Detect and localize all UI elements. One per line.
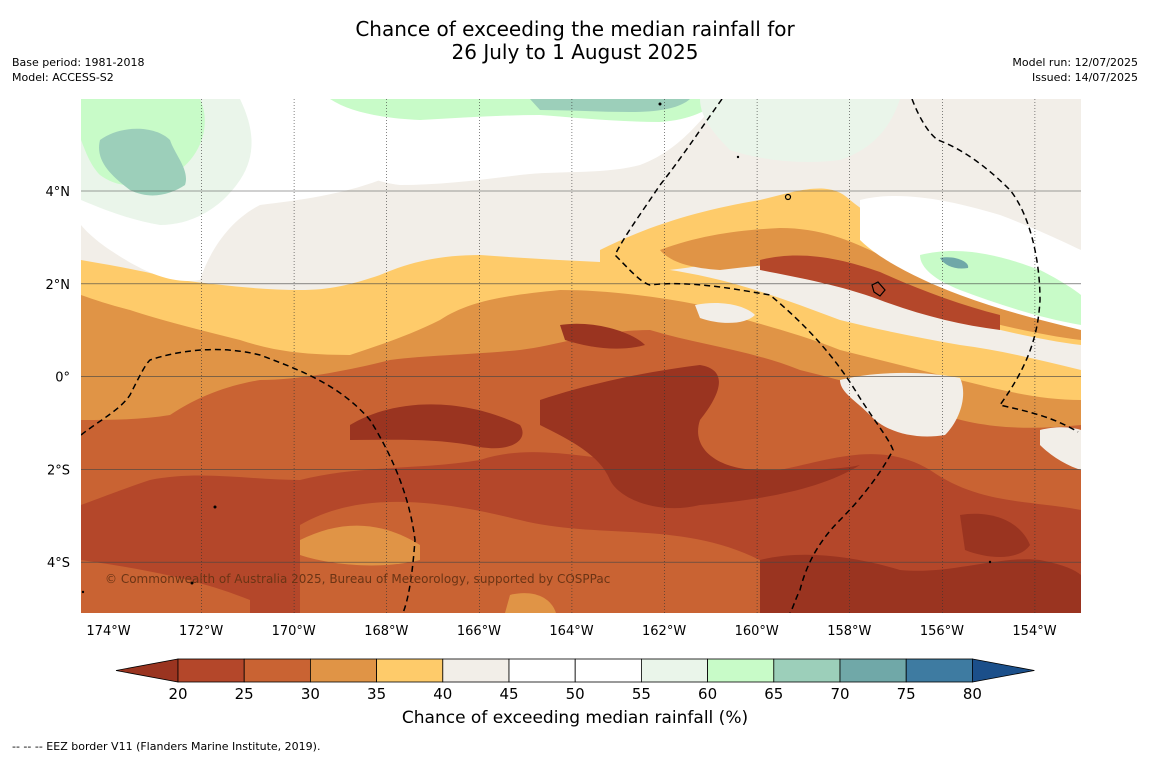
colorbar-tick-label: 65 [764, 685, 783, 703]
colorbar-swatch [905, 658, 973, 683]
colorbar-swatch [177, 658, 245, 683]
lon-tick-label: 158°W [827, 624, 871, 639]
band-60-65-e [920, 250, 1081, 325]
copyright-text: © Commonwealth of Australia 2025, Bureau… [105, 572, 610, 586]
title-line-1: Chance of exceeding the median rainfall … [355, 17, 795, 41]
island-marker [658, 102, 662, 106]
colorbar-tick-label: 80 [963, 685, 982, 703]
island-marker [81, 590, 85, 594]
colorbar-over-arrow [972, 658, 1035, 683]
colorbar [115, 658, 1035, 683]
colorbar-tick-label: 60 [698, 685, 717, 703]
island-marker [988, 560, 992, 564]
lat-tick-label: 0° [55, 371, 70, 386]
band-under-20-b [350, 404, 523, 449]
band-65-70-n [530, 99, 690, 112]
colorbar-tick-label: 55 [632, 685, 651, 703]
lat-tick-labels: 4°N 2°N 0° 2°S 4°S [46, 185, 71, 571]
colorbar-tick-label: 35 [367, 685, 386, 703]
colorbar-swatch [839, 658, 907, 683]
colorbar-swatch [376, 658, 444, 683]
colorbar-label: Chance of exceeding median rainfall (%) [401, 708, 749, 728]
colorbar-swatch [309, 658, 377, 683]
island-marker [190, 581, 194, 585]
lon-tick-label: 174°W [86, 624, 130, 639]
meta-left: Base period: 1981-2018 Model: ACCESS-S2 [12, 55, 144, 85]
lat-tick-label: 4°S [47, 556, 70, 571]
colorbar-tick-label: 50 [566, 685, 585, 703]
lon-tick-label: 160°W [735, 624, 779, 639]
lon-tick-labels: 174°W 172°W 170°W 168°W 166°W 164°W 162°W 160°W… [86, 624, 1056, 639]
band-65-70-nw [99, 128, 187, 196]
band-40-45-se [1040, 427, 1081, 470]
colorbar-swatch [442, 658, 510, 683]
island-marker [871, 281, 886, 297]
model-text: Model: ACCESS-S2 [12, 71, 114, 84]
band-under-20-a [560, 323, 645, 349]
colorbar-tick-label: 20 [168, 685, 187, 703]
band-30-35-patch-s [505, 593, 556, 613]
band-40-45-patch [695, 303, 755, 323]
lon-tick-label: 170°W [272, 624, 316, 639]
lon-tick-label: 168°W [364, 624, 408, 639]
footnote: -- -- -- EEZ border V11 (Flanders Marine… [12, 740, 321, 753]
colorbar-swatch [243, 658, 311, 683]
colorbar-tick-labels: 20 25 30 35 40 45 50 55 60 65 70 75 80 [168, 685, 981, 703]
colorbar-swatch [508, 658, 576, 683]
lat-tick-label: 2°N [46, 278, 71, 293]
lat-tick-label: 2°S [47, 463, 70, 478]
band-under-20-c [540, 365, 860, 509]
island-marker [736, 155, 740, 159]
colorbar-tick-label: 40 [433, 685, 452, 703]
lon-tick-label: 162°W [642, 624, 686, 639]
band-20-25-east [760, 255, 1000, 330]
band-under-20-d [760, 554, 1081, 613]
colorbar-tick-label: 30 [301, 685, 320, 703]
colorbar-swatch [773, 658, 841, 683]
colorbar-tick-label: 25 [235, 685, 254, 703]
island-marker [213, 505, 217, 509]
lat-tick-label: 4°N [46, 185, 71, 200]
lon-tick-label: 156°W [920, 624, 964, 639]
band-under-20-e [960, 513, 1030, 557]
colorbar-swatch [641, 658, 709, 683]
colorbar-swatch [574, 658, 642, 683]
colorbar-tick-label: 70 [830, 685, 849, 703]
model-run-text: Model run: 12/07/2025 [1012, 56, 1138, 69]
base-period-text: Base period: 1981-2018 [12, 56, 145, 69]
band-40-45-east-eq [840, 372, 964, 437]
eez-border-east [911, 99, 1079, 433]
rainfall-field [81, 99, 1081, 613]
colorbar-swatch [707, 658, 775, 683]
title-line-2: 26 July to 1 August 2025 [451, 40, 699, 64]
island-marker [784, 193, 792, 201]
eez-border-west [81, 348, 416, 613]
gridlines [81, 99, 1081, 613]
band-70-75-e [940, 257, 969, 269]
colorbar-tick-label: 45 [499, 685, 518, 703]
band-25-30-sw [81, 560, 250, 613]
colorbar-tick-label: 75 [897, 685, 916, 703]
band-30-35-south [300, 525, 420, 566]
lon-tick-label: 154°W [1012, 624, 1056, 639]
meta-right: Model run: 12/07/2025 Issued: 14/07/2025 [1012, 55, 1138, 85]
eez-border-central [614, 99, 894, 613]
issued-text: Issued: 14/07/2025 [1031, 71, 1138, 84]
lon-tick-label: 166°W [457, 624, 501, 639]
lon-tick-label: 164°W [549, 624, 593, 639]
chart-title: Chance of exceeding the median rainfall … [0, 18, 1150, 64]
colorbar-under-arrow [115, 658, 179, 683]
lon-tick-label: 172°W [179, 624, 223, 639]
